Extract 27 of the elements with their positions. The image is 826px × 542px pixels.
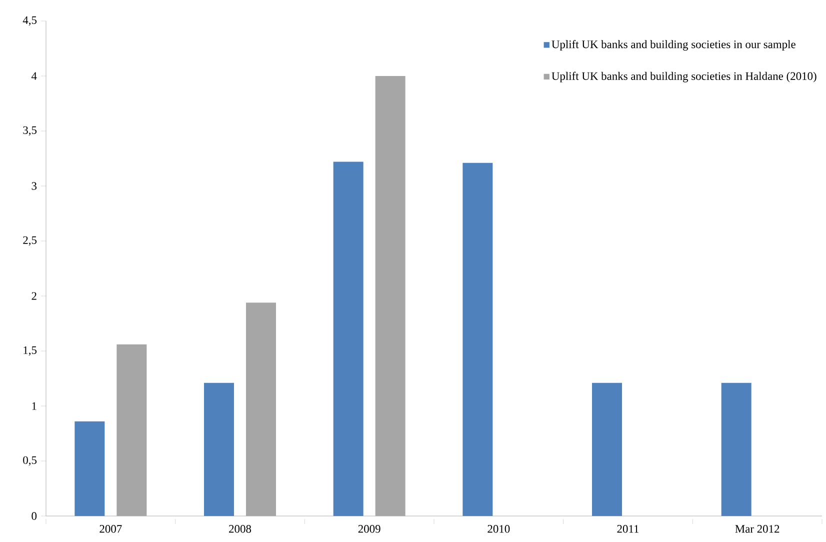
- legend-label: Uplift UK banks and building societies in Haldane (2010): [552, 72, 816, 82]
- y-tick-label: 3: [32, 182, 37, 190]
- bar: [116, 344, 147, 516]
- bar: [375, 76, 406, 516]
- bar: [74, 421, 105, 516]
- bar: [204, 382, 234, 516]
- y-tick-label: 1: [32, 402, 36, 410]
- bar: [333, 162, 364, 516]
- x-tick-label: 2011: [617, 525, 639, 533]
- x-tick-label: 2007: [100, 525, 122, 533]
- x-tick-label: 2009: [358, 525, 380, 533]
- y-tick-label: 3,5: [23, 126, 37, 136]
- y-tick-label: 0,5: [23, 456, 37, 466]
- y-tick-label: 4,5: [22, 16, 37, 26]
- x-tick-label: 2008: [229, 525, 252, 533]
- bar: [592, 382, 622, 516]
- y-tick-label: 1,5: [24, 346, 37, 356]
- y-tick-label: 4: [31, 72, 37, 80]
- legend-label: Uplift UK banks and building societies in our sample: [552, 40, 796, 51]
- bar: [721, 382, 752, 516]
- y-tick-label: 0: [32, 512, 37, 520]
- y-tick-label: 2: [32, 292, 36, 300]
- bar: [462, 162, 493, 516]
- bar: [246, 302, 276, 516]
- y-tick-label: 2,5: [23, 236, 37, 246]
- x-tick-label: 2010: [488, 525, 510, 533]
- x-tick-label: Mar 2012: [735, 525, 780, 533]
